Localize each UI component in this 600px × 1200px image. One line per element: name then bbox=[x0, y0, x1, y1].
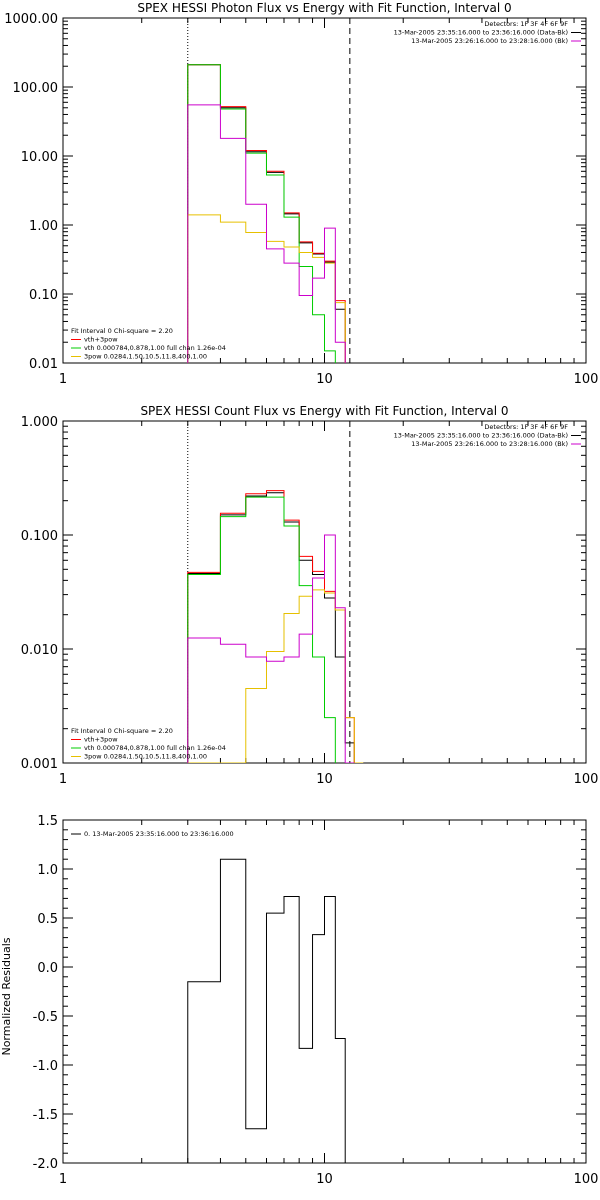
x-tick-label: 1 bbox=[59, 1172, 67, 1187]
y-tick-label: 1.0 bbox=[37, 863, 58, 878]
series-line-4 bbox=[187, 104, 346, 363]
series-line-4 bbox=[187, 534, 355, 763]
legend-text: 0. 13-Mar-2005 23:35:16.000 to 23:36:16.… bbox=[84, 830, 234, 838]
series-line-2 bbox=[187, 64, 336, 363]
y-tick-label: 1.5 bbox=[37, 814, 58, 829]
y-tick-label: 0.0 bbox=[37, 961, 58, 976]
plot-title: SPEX HESSI Count Flux vs Energy with Fit… bbox=[140, 404, 508, 418]
series-line-3 bbox=[187, 214, 346, 363]
legend-text: 13-Mar-2005 23:35:16.000 to 23:36:16.000… bbox=[394, 29, 568, 37]
series-line-0 bbox=[187, 858, 346, 1163]
plot-area bbox=[187, 64, 346, 363]
legend-text: vth+3pow bbox=[84, 736, 118, 744]
legend-text: 13-Mar-2005 23:26:16.000 to 23:28:16.000… bbox=[411, 37, 568, 45]
y-tick-label: 100.00 bbox=[13, 81, 59, 96]
series-line-0 bbox=[187, 492, 355, 763]
legend-text: Detectors: 1F 3F 4F 6F 9F bbox=[484, 423, 568, 431]
legend-text: Detectors: 1F 3F 4F 6F 9F bbox=[484, 20, 568, 28]
y-tick-label: 1.000 bbox=[21, 415, 58, 430]
x-tick-label: 10 bbox=[316, 372, 333, 387]
y-tick-label: 0.010 bbox=[21, 643, 58, 658]
y-tick-label: 1000.00 bbox=[4, 12, 58, 27]
plot-title: SPEX HESSI Photon Flux vs Energy with Fi… bbox=[137, 1, 511, 15]
series-line-0 bbox=[187, 64, 346, 363]
x-tick-label: 1 bbox=[59, 372, 67, 387]
plot-1: SPEX HESSI Count Flux vs Energy with Fit… bbox=[21, 404, 599, 787]
plot-area bbox=[187, 858, 346, 1163]
y-tick-label: 0.5 bbox=[37, 912, 58, 927]
y-tick-label: 10.00 bbox=[21, 150, 58, 165]
legend-text: vth 0.000784,0.878,1.00 full chan 1.26e-… bbox=[84, 744, 226, 752]
x-tick-label: 1 bbox=[59, 772, 67, 787]
y-tick-label: 0.10 bbox=[29, 288, 58, 303]
x-tick-label: 100 bbox=[574, 372, 599, 387]
legend-text: Fit Interval 0 Chi-square = 2.20 bbox=[71, 727, 173, 735]
y-tick-label: 0.01 bbox=[29, 357, 58, 372]
plot-2: 1 10 100 -2.0 -1.5 -1.0 -0.5 0.0 0.5 1.0 1.5 Normal… bbox=[0, 814, 599, 1187]
y-tick-label: -2.0 bbox=[33, 1157, 58, 1172]
plot-frame bbox=[62, 819, 587, 1164]
legend-text: 13-Mar-2005 23:26:16.000 to 23:28:16.000… bbox=[411, 440, 568, 448]
x-tick-label: 100 bbox=[574, 1172, 599, 1187]
legend-text: vth+3pow bbox=[84, 336, 118, 344]
legend-text: 13-Mar-2005 23:35:16.000 to 23:36:16.000… bbox=[394, 432, 568, 440]
y-tick-label: -0.5 bbox=[33, 1010, 58, 1025]
x-tick-label: 10 bbox=[316, 1172, 333, 1187]
y-tick-label: -1.0 bbox=[33, 1059, 58, 1074]
legend-text: 3pow 0.0284,1.50,10.5,11.8,400,1.00 bbox=[84, 753, 207, 761]
series-line-3 bbox=[187, 589, 364, 763]
plot-0: SPEX HESSI Photon Flux vs Energy with Fi… bbox=[4, 1, 599, 387]
plot-frame bbox=[62, 17, 587, 364]
plot-area bbox=[187, 490, 364, 763]
y-tick-label: -1.5 bbox=[33, 1108, 58, 1123]
legend-text: vth 0.000784,0.878,1.00 full chan 1.26e-… bbox=[84, 344, 226, 352]
y-tick-label: 1.00 bbox=[29, 219, 58, 234]
x-tick-label: 100 bbox=[574, 772, 599, 787]
series-line-1 bbox=[187, 64, 346, 363]
y-axis-label: Normalized Residuals bbox=[0, 937, 13, 1055]
x-tick-label: 10 bbox=[316, 772, 333, 787]
y-tick-label: 0.001 bbox=[21, 757, 58, 772]
legend-text: Fit Interval 0 Chi-square = 2.20 bbox=[71, 327, 173, 335]
y-tick-label: 0.100 bbox=[21, 529, 58, 544]
legend-text: 3pow 0.0284,1.50,10.5,11.8,400,1.00 bbox=[84, 353, 207, 361]
